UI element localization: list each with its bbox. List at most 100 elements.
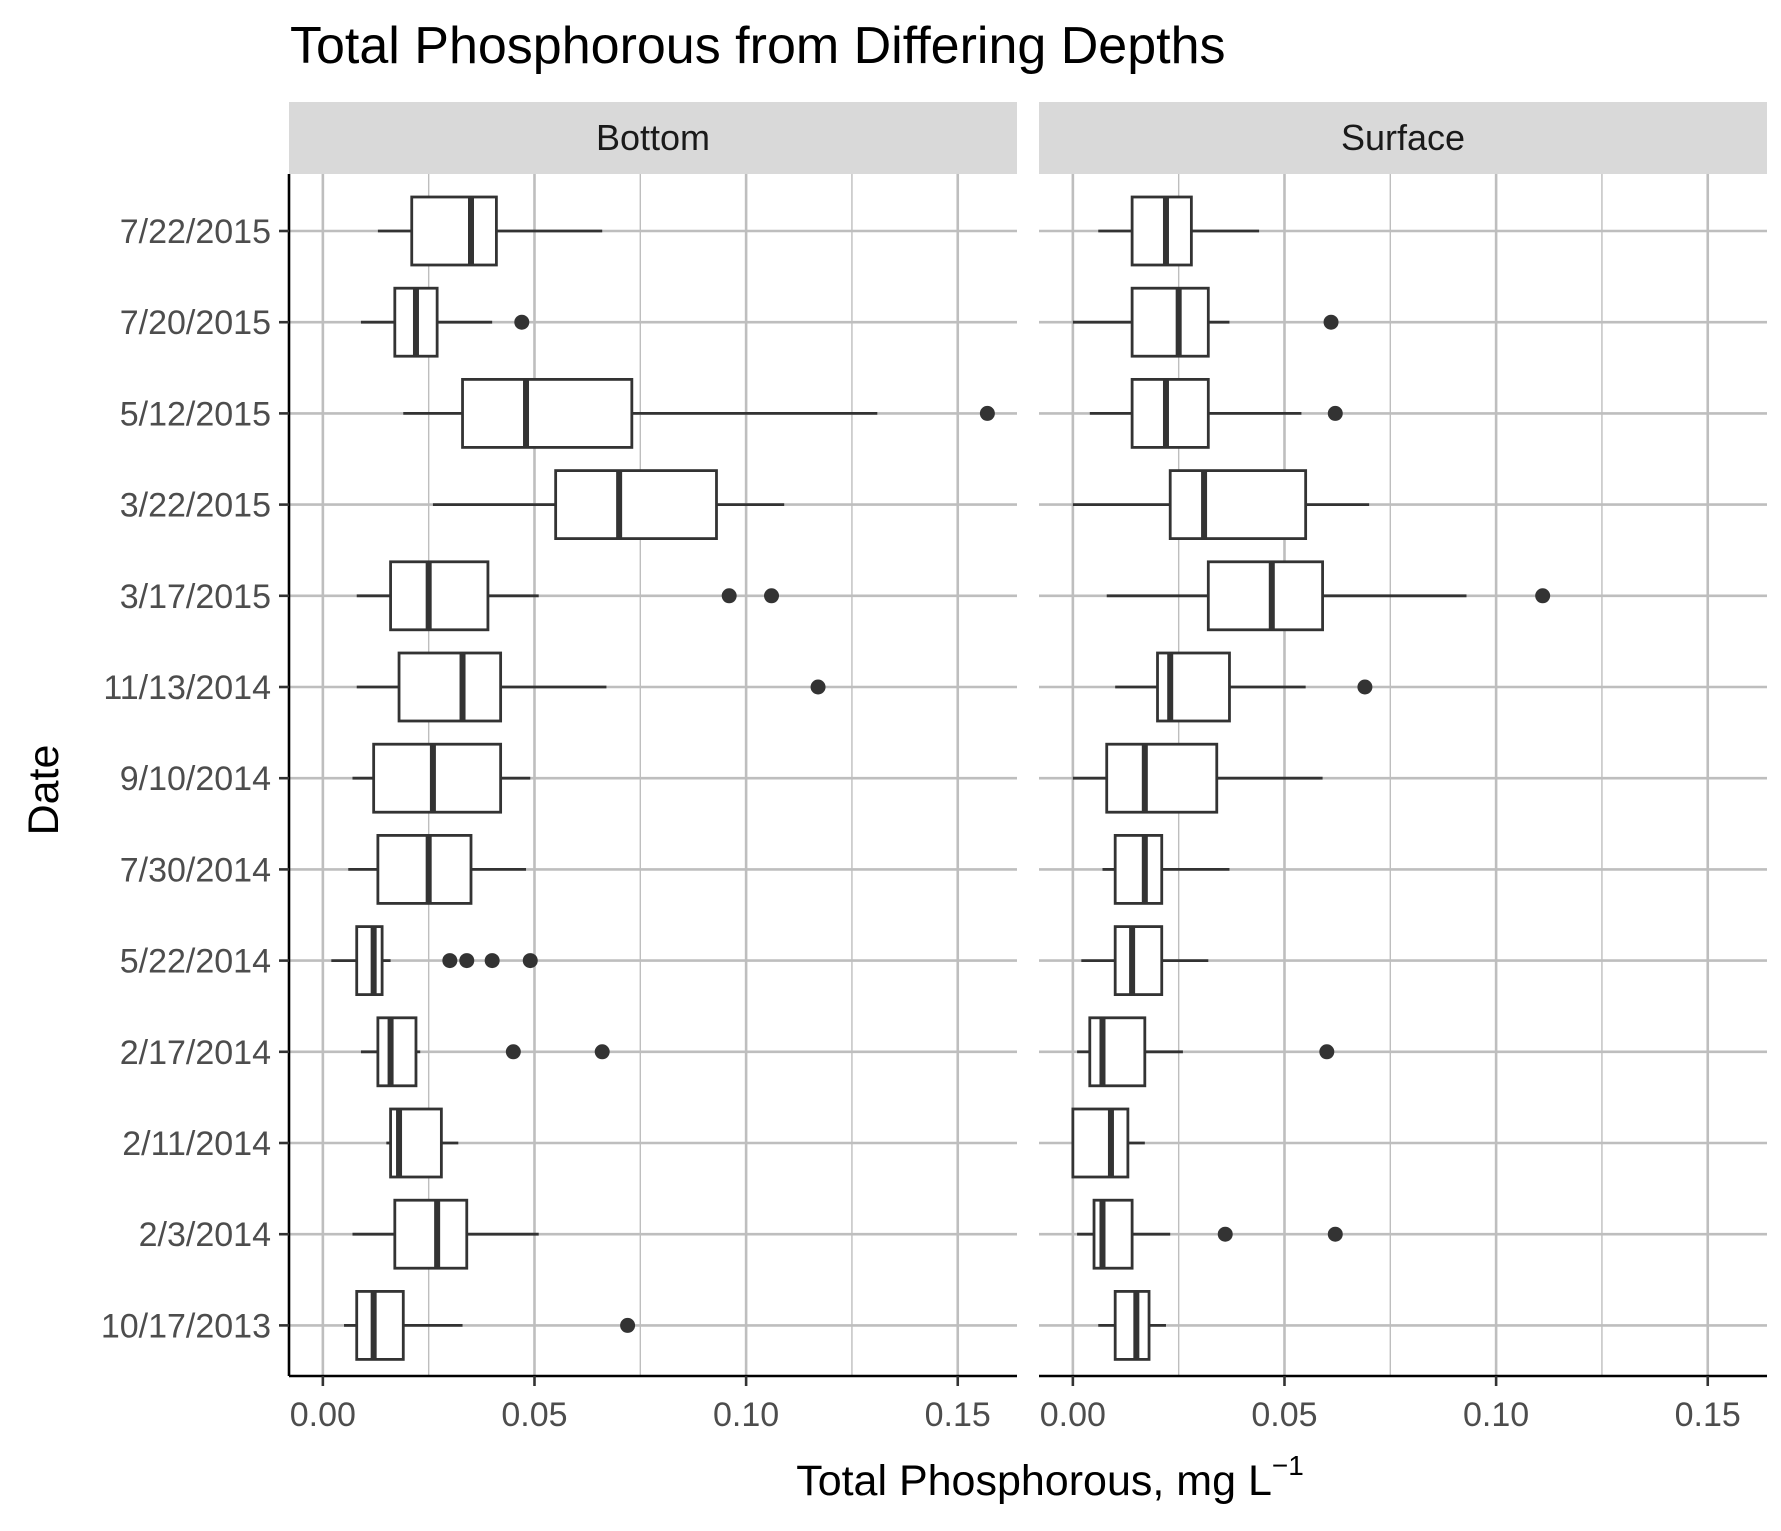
box-iqr: [355, 1290, 405, 1361]
outlier-point: [594, 1044, 610, 1060]
y-tick-label: 2/3/2014: [139, 1216, 271, 1254]
box-iqr: [372, 742, 503, 814]
x-axis-title: Total Phosphorous, mg L−1: [796, 1450, 1304, 1505]
y-axis-title: Date: [20, 745, 68, 836]
box-9/10/2014: [1072, 742, 1323, 814]
box-3/22/2015: [432, 469, 785, 541]
outlier-point: [505, 1044, 521, 1060]
y-tick-label: 5/12/2015: [120, 395, 271, 433]
outlier-point: [1357, 679, 1373, 695]
outlier-point: [1319, 1044, 1335, 1060]
box-iqr: [393, 1198, 469, 1270]
box-iqr: [1113, 834, 1164, 905]
facet-strip-label: Surface: [1341, 117, 1465, 158]
outlier-point: [514, 314, 530, 330]
box-3/22/2015: [1072, 469, 1370, 541]
box-5/12/2015: [403, 377, 995, 449]
box-10/17/2013: [344, 1290, 636, 1361]
outlier-point: [721, 588, 737, 604]
box-9/10/2014: [352, 742, 531, 814]
box-7/30/2014: [348, 834, 527, 905]
box-iqr: [397, 651, 503, 723]
box-iqr: [376, 834, 473, 905]
box-5/12/2015: [1089, 377, 1343, 449]
outlier-point: [1327, 405, 1343, 421]
x-tick-label: 0.15: [925, 1396, 991, 1434]
y-tick-label: 2/17/2014: [120, 1034, 271, 1072]
box-11/13/2014: [356, 651, 826, 723]
box-2/11/2014: [386, 1107, 459, 1179]
box-2/3/2014: [352, 1198, 539, 1270]
outlier-point: [1535, 588, 1551, 604]
box-7/30/2014: [1102, 834, 1230, 905]
box-2/17/2014: [360, 1016, 610, 1088]
y-tick-label: 7/20/2015: [120, 304, 271, 342]
box-3/17/2015: [1106, 560, 1551, 632]
box-7/22/2015: [377, 195, 603, 267]
facet-strip-label: Bottom: [596, 117, 710, 158]
box-iqr: [1088, 1016, 1147, 1088]
box-iqr: [1130, 377, 1210, 449]
outlier-point: [1327, 1226, 1343, 1242]
box-iqr: [376, 1016, 418, 1088]
box-iqr: [461, 377, 634, 449]
x-tick-label: 0.15: [1675, 1396, 1741, 1434]
outlier-point: [1323, 314, 1339, 330]
outlier-point: [810, 679, 826, 695]
box-iqr: [554, 469, 718, 541]
x-tick-label: 0.00: [1040, 1396, 1106, 1434]
box-iqr: [355, 925, 384, 996]
outlier-point: [979, 405, 995, 421]
facet-strip: [1039, 102, 1767, 174]
y-tick-label: 5/22/2014: [120, 943, 271, 981]
y-axis: 7/22/2015 7/20/2015 5/12/2015 3/22/2015 3/17…: [101, 174, 291, 1376]
box-2/3/2014: [1077, 1198, 1343, 1270]
outlier-point: [522, 953, 538, 969]
box-iqr: [1113, 925, 1164, 996]
y-tick-label: 3/22/2015: [120, 487, 271, 525]
outlier-point: [484, 953, 500, 969]
box-11/13/2014: [1115, 651, 1373, 723]
outlier-point: [1217, 1226, 1233, 1242]
box-2/17/2014: [1077, 1016, 1335, 1088]
box-iqr: [1105, 742, 1219, 814]
chart-title: Total Phosphorous from Differing Depths: [290, 17, 1226, 75]
y-tick-label: 7/30/2014: [120, 851, 271, 889]
outlier-point: [620, 1317, 636, 1333]
box-iqr: [1168, 469, 1308, 541]
box-7/20/2015: [360, 286, 530, 358]
box-iqr: [1130, 286, 1210, 358]
box-iqr: [1071, 1107, 1130, 1179]
box-10/17/2013: [1098, 1290, 1166, 1361]
box-2/11/2014: [1071, 1107, 1145, 1179]
y-tick-label: 9/10/2014: [120, 760, 271, 798]
y-tick-label: 7/22/2015: [120, 213, 271, 251]
x-tick-label: 0.05: [1251, 1396, 1317, 1434]
x-tick-label: 0.10: [1463, 1396, 1529, 1434]
box-iqr: [410, 195, 498, 267]
panel-bottom: Bottom 0.00 0.05 0.10 0.15: [289, 102, 1017, 1434]
x-axis-title-text: Total Phosphorous, mg L: [796, 1457, 1272, 1505]
x-axis-title-superscript: −1: [1272, 1450, 1304, 1481]
outlier-point: [459, 953, 475, 969]
box-5/22/2014: [1081, 925, 1209, 996]
facet-strip: [289, 102, 1017, 174]
box-7/20/2015: [1072, 286, 1339, 358]
box-iqr: [389, 560, 490, 632]
box-iqr: [1113, 1290, 1151, 1361]
outlier-point: [764, 588, 780, 604]
box-3/17/2015: [356, 560, 780, 632]
box-iqr: [1130, 195, 1193, 267]
facet-panels: Bottom 0.00 0.05 0.10 0.15 Surface 0.00 0.05 0.1…: [289, 102, 1767, 1434]
box-7/22/2015: [1098, 195, 1260, 267]
outlier-point: [442, 953, 458, 969]
y-tick-label: 3/17/2015: [120, 578, 271, 616]
box-5/22/2014: [331, 925, 538, 996]
x-tick-label: 0.10: [713, 1396, 779, 1434]
y-tick-label: 10/17/2013: [101, 1307, 271, 1345]
box-iqr: [1206, 560, 1324, 632]
panel-surface: Surface 0.00 0.05 0.10 0.15: [1039, 102, 1767, 1434]
x-tick-label: 0.05: [501, 1396, 567, 1434]
y-tick-label: 11/13/2014: [103, 669, 271, 707]
